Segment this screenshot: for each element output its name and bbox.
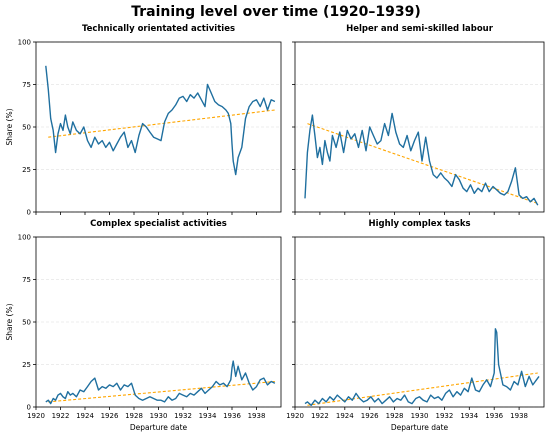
x-tick-label: 1934 <box>199 412 217 420</box>
x-tick-label: 1932 <box>174 412 192 420</box>
trend-line <box>307 372 538 406</box>
trend-line <box>307 123 538 205</box>
y-tick-label: 75 <box>22 81 31 89</box>
y-tick-label: 50 <box>22 124 31 132</box>
x-tick-label: 1920 <box>27 412 45 420</box>
y-tick-label: 25 <box>22 361 31 369</box>
panel-title: Complex specialist activities <box>90 219 227 229</box>
x-tick-label: 1936 <box>223 412 241 420</box>
panel-1: 0 25 50 75 100 Technically orientated activit… <box>5 24 282 217</box>
chart-panels: 0 25 50 75 100 Technically orientated activit… <box>5 24 545 432</box>
x-tick-label: 1932 <box>435 412 453 420</box>
x-tick-label: 1930 <box>411 412 429 420</box>
x-tick-label: 1924 <box>76 412 94 420</box>
panel-title: Highly complex tasks <box>368 219 470 229</box>
x-tick-label: 1922 <box>52 412 70 420</box>
y-axis-label: Share (%) <box>5 303 14 340</box>
series-line <box>304 328 540 406</box>
x-tick-label: 1938 <box>248 412 266 420</box>
y-tick-label: 100 <box>18 39 31 47</box>
x-tick-label: 1938 <box>510 412 528 420</box>
y-tick-label: 100 <box>18 234 31 242</box>
y-tick-label: 0 <box>27 209 31 217</box>
x-tick-label: 1922 <box>311 412 329 420</box>
x-tick-label: 1930 <box>150 412 168 420</box>
trend-line <box>48 109 275 138</box>
y-tick-label: 25 <box>22 166 31 174</box>
figure-title: Training level over time (1920–1939) <box>131 4 421 20</box>
x-tick-label: 1926 <box>361 412 379 420</box>
x-tick-label: 1926 <box>101 412 119 420</box>
panel-title: Technically orientated activities <box>82 24 235 34</box>
trend-line <box>48 380 275 403</box>
x-tick-label: 1934 <box>460 412 478 420</box>
x-axis-label: Departure date <box>130 423 188 432</box>
y-axis-label: Share (%) <box>5 108 14 145</box>
x-tick-label: 1928 <box>386 412 404 420</box>
series-line <box>45 65 276 176</box>
x-tick-label: 1928 <box>125 412 143 420</box>
series-line <box>304 112 539 206</box>
x-axis-label: Departure date <box>391 423 449 432</box>
x-tick-label: 1936 <box>485 412 503 420</box>
panel-2: Helper and semi-skilled labour <box>292 24 545 215</box>
x-tick-label: 1924 <box>336 412 354 420</box>
series-line <box>45 360 276 405</box>
panel-title: Helper and semi-skilled labour <box>346 24 494 34</box>
panel-4: 1920 1922 1924 1926 1928 1930 1932 1934 1936 1938… <box>286 219 545 432</box>
x-tick-label: 1920 <box>286 412 304 420</box>
y-tick-label: 75 <box>22 276 31 284</box>
y-tick-label: 50 <box>22 319 31 327</box>
y-tick-label: 0 <box>27 404 31 412</box>
panel-3: 0 25 50 75 100 1920 1922 1924 1926 1928 1930 1932 19… <box>5 219 282 432</box>
